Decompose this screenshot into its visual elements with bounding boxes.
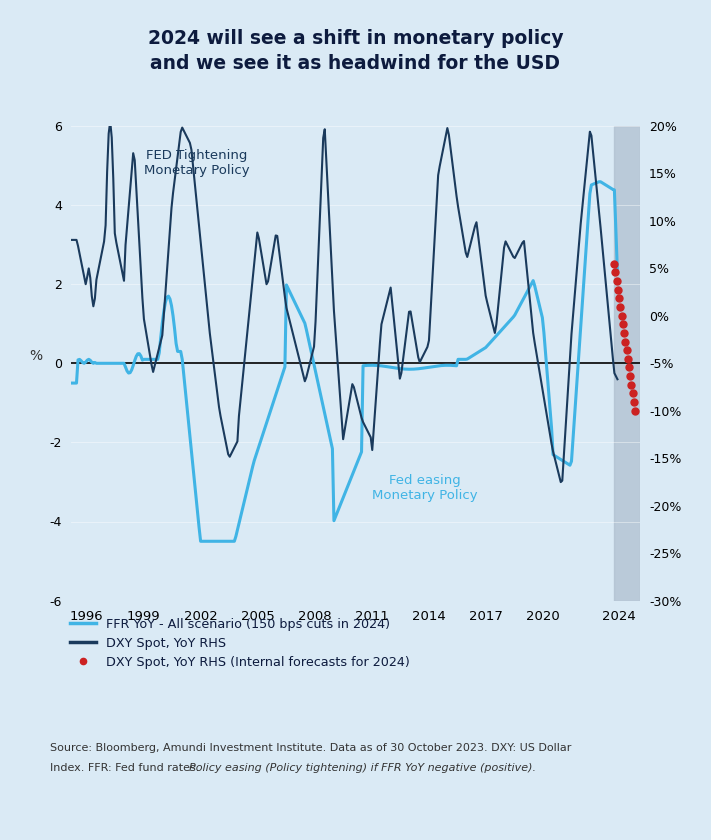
- Text: Source: Bloomberg, Amundi Investment Institute. Data as of 30 October 2023. DXY:: Source: Bloomberg, Amundi Investment Ins…: [50, 743, 571, 753]
- Text: Fed easing
Monetary Policy: Fed easing Monetary Policy: [372, 474, 478, 502]
- Text: 2024 will see a shift in monetary policy
and we see it as headwind for the USD: 2024 will see a shift in monetary policy…: [148, 29, 563, 73]
- Y-axis label: %: %: [29, 349, 43, 363]
- Text: Policy easing (Policy tightening) if FFR YoY negative (positive).: Policy easing (Policy tightening) if FFR…: [189, 763, 536, 773]
- Text: FED Tightening
Monetary Policy: FED Tightening Monetary Policy: [144, 150, 250, 177]
- Text: Index. FFR: Fed fund rates.: Index. FFR: Fed fund rates.: [50, 763, 203, 773]
- Legend: FFR YoY - All scenario (150 bps cuts in 2024), DXY Spot, YoY RHS, DXY Spot, YoY : FFR YoY - All scenario (150 bps cuts in …: [70, 618, 410, 669]
- Bar: [614, 126, 640, 601]
